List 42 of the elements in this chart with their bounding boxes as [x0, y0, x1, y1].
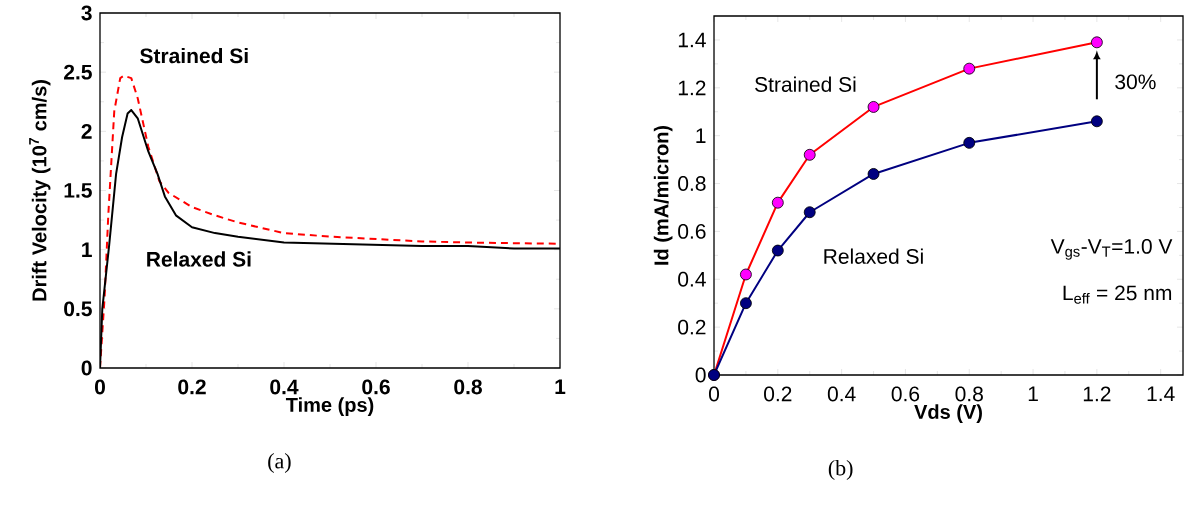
x-tick-label: 0: [94, 379, 105, 395]
y-tick-label: 0.4: [678, 271, 706, 287]
y-tick-label: 2.5: [64, 64, 92, 80]
x-tick-label: 0.8: [955, 386, 983, 402]
x-tick-label: 1.4: [1147, 386, 1175, 401]
y-tick-label: 1.2: [678, 80, 706, 96]
x-tick-label: 0: [709, 386, 720, 402]
text: (a): [268, 453, 291, 473]
series-label: Relaxed Si: [824, 248, 923, 264]
x-tick-label: 0.6: [891, 386, 920, 402]
y-tick-label: 1: [696, 128, 706, 143]
y-tick-label: 1: [82, 242, 92, 257]
x-tick-label: 0.4: [270, 379, 299, 395]
x-tick-label: 0.4: [827, 386, 856, 402]
y-tick-label: 0.2: [678, 319, 706, 335]
series-label: Strained Si: [140, 47, 248, 64]
y-tick-label: 0: [695, 367, 706, 383]
annotation: V$_{gs}$-V$_{T}$=1.0 V: [1050, 238, 1173, 260]
y-tick-label: 2: [81, 124, 92, 139]
annotation: 30%: [1115, 74, 1156, 90]
x-tick-label: 0.2: [764, 386, 792, 402]
y-tick-label: 0.6: [678, 223, 706, 239]
series-label: Relaxed Si: [147, 251, 251, 267]
y-tick-label: 3: [81, 5, 92, 21]
y-tick-label: 1.5: [64, 183, 92, 198]
text: (b): [828, 460, 853, 480]
y-axis-title: Id (mA/micron): [653, 125, 673, 265]
x-tick-label: 1: [1028, 386, 1038, 401]
x-tick-label: 0.8: [454, 379, 482, 395]
y-tick-label: 0: [81, 360, 92, 376]
x-tick-label: 0.2: [178, 379, 206, 395]
y-tick-label: 0.8: [678, 176, 706, 191]
x-axis-title: Vds (V): [914, 404, 982, 423]
y-axis-title: Drift Velocity (10$^{7}$ cm/s): [29, 80, 51, 301]
series-label: Strained Si: [755, 76, 856, 92]
x-tick-label: 1: [555, 379, 566, 394]
y-tick-label: 0.5: [64, 301, 92, 317]
y-tick-label: 1.4: [678, 32, 706, 48]
x-axis-title: Time (ps): [285, 397, 374, 416]
x-tick-label: 0.6: [362, 379, 390, 395]
annotation: L$_{eff}$ = 25 nm: [1063, 285, 1172, 304]
x-tick-label: 1.2: [1083, 386, 1111, 402]
